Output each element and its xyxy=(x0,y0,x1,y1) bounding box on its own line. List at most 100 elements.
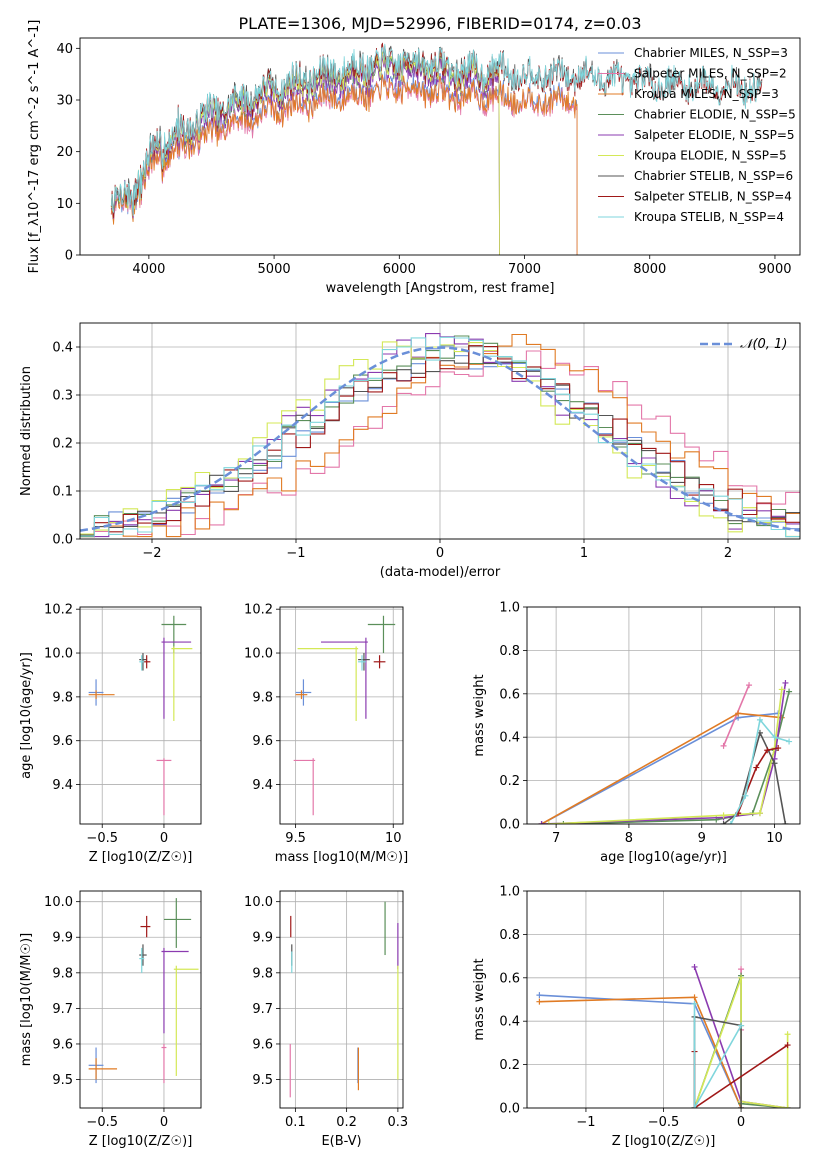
axes-frame xyxy=(526,606,801,825)
axes-frame xyxy=(279,606,404,825)
x-axis-label: Z [log10(Z/Z☉)] xyxy=(89,1134,193,1149)
errorbar-kroupa-stelib xyxy=(358,655,366,671)
mass-vs-ebv-panel: 0.1 0.2 0.3 9.5 9.6 9.7 9.8 9.9 10.0 E(B-V) xyxy=(244,890,409,1149)
y-tick-label: 0.6 xyxy=(499,971,520,986)
histogram-salpeter-miles xyxy=(80,350,800,538)
x-axis-label: E(B-V) xyxy=(321,1134,361,1149)
y-tick-label: 10.2 xyxy=(244,603,273,618)
errorbar-salpeter-elodie xyxy=(161,637,192,719)
y-tick-label: 0.8 xyxy=(499,644,520,659)
errorbar-kroupa-miles xyxy=(88,1058,118,1080)
y-tick-label: 10.2 xyxy=(44,603,73,618)
legend-entry: Salpeter ELODIE, N_SSP=5 xyxy=(634,128,795,142)
weight-line-salpeter-miles xyxy=(722,684,750,747)
x-axis-label: (data-model)/error xyxy=(380,565,501,580)
weight-marker xyxy=(727,821,734,824)
legend-entry: Kroupa MILES, N_SSP=3 xyxy=(634,87,779,101)
errorbars xyxy=(293,615,396,816)
errorbars xyxy=(289,901,399,1098)
histograms xyxy=(80,333,800,538)
errorbars xyxy=(88,898,199,1084)
weight-marker xyxy=(784,1031,791,1038)
x-tick-label: 5000 xyxy=(258,262,291,277)
weight-lines xyxy=(536,963,791,1108)
y-tick-label: 9.8 xyxy=(252,690,273,705)
y-tick-label: 0.0 xyxy=(52,533,73,548)
errorbar-kroupa-miles xyxy=(295,690,308,700)
weight-line-chabrier-miles xyxy=(541,712,779,824)
weight-marker xyxy=(746,682,753,689)
weight-marker xyxy=(691,963,698,970)
weight-marker xyxy=(778,686,785,693)
errorbar-kroupa-stelib xyxy=(139,655,145,671)
weight-marker xyxy=(786,738,793,745)
axes-frame xyxy=(79,606,202,825)
x-tick-label: −0.5 xyxy=(86,831,118,846)
x-tick-label: 10 xyxy=(766,831,783,846)
y-tick-label: 30 xyxy=(56,94,73,109)
y-tick-label: 0.8 xyxy=(499,928,520,943)
weight-marker xyxy=(536,992,543,999)
y-tick-label: 9.9 xyxy=(52,931,73,946)
x-axis-label: mass [log10(M/M☉)] xyxy=(275,850,408,865)
y-tick-label: 0.6 xyxy=(499,687,520,702)
errorbar-salpeter-stelib xyxy=(140,915,151,938)
legend-entry: Salpeter STELIB, N_SSP=4 xyxy=(634,190,792,204)
x-tick-label: −2 xyxy=(142,546,161,561)
weight-marker xyxy=(691,1105,698,1108)
y-tick-label: 9.5 xyxy=(52,1073,73,1088)
errorbar-chabrier-miles xyxy=(295,679,312,706)
legend-entry: Chabrier STELIB, N_SSP=6 xyxy=(634,169,793,183)
y-tick-label: 10 xyxy=(56,197,73,212)
weight-marker xyxy=(560,821,567,824)
axes-frame xyxy=(526,890,801,1109)
y-tick-label: 9.7 xyxy=(252,1002,273,1017)
x-axis-label: Z [log10(Z/Z☉)] xyxy=(612,1134,716,1149)
y-tick-label: 1.0 xyxy=(499,885,520,900)
y-tick-label: 9.4 xyxy=(252,778,273,793)
y-tick-label: 0.0 xyxy=(499,818,520,833)
x-tick-label: 9 xyxy=(698,831,706,846)
weight-marker xyxy=(775,745,782,752)
weight-marker xyxy=(536,998,543,1005)
y-tick-label: 0.4 xyxy=(499,731,520,746)
x-tick-label: 10 xyxy=(385,831,402,846)
spectrum-lines xyxy=(110,42,763,255)
x-tick-label: 1 xyxy=(580,546,588,561)
x-tick-label: 7 xyxy=(552,831,560,846)
x-tick-label: 0.3 xyxy=(388,1115,409,1130)
y-tick-label: 0.4 xyxy=(52,341,73,356)
weight-marker xyxy=(735,710,742,717)
legend-entry: Kroupa ELODIE, N_SSP=5 xyxy=(634,149,787,163)
y-tick-label: 0.2 xyxy=(499,1058,520,1073)
x-tick-label: 6000 xyxy=(383,262,416,277)
mass-vs-metallicity-panel: −0.5 0 9.5 9.6 9.7 9.8 9.9 10.0 Z [log10(Z/Z☉)] m… xyxy=(19,890,202,1149)
errorbars xyxy=(88,615,193,816)
y-tick-label: 1.0 xyxy=(499,601,520,616)
y-tick-label: 9.5 xyxy=(252,1073,273,1088)
weight-marker xyxy=(691,1000,698,1007)
histogram-salpeter-stelib xyxy=(80,345,800,537)
weight-vs-age-panel: 7 8 9 10 0.0 0.2 0.4 0.6 0.8 1.0 age [log10(age/yr… xyxy=(472,601,801,865)
x-tick-label: −0.5 xyxy=(648,1115,680,1130)
age-vs-metallicity-panel: −0.5 0 9.4 9.6 9.8 10.0 10.2 Z [log10(Z/Z☉)] age… xyxy=(19,603,202,865)
weight-marker xyxy=(738,1022,745,1029)
x-tick-label: 0 xyxy=(160,1115,168,1130)
weight-marker xyxy=(786,688,793,695)
legend-entry: Kroupa STELIB, N_SSP=4 xyxy=(634,210,784,224)
errorbar-salpeter-miles xyxy=(161,1043,167,1084)
y-tick-label: 10.0 xyxy=(44,895,73,910)
weight-marker xyxy=(784,1105,791,1108)
axes-frame xyxy=(79,322,801,540)
y-tick-label: 9.8 xyxy=(52,690,73,705)
x-tick-label: 2 xyxy=(724,546,732,561)
y-tick-label: 10.0 xyxy=(44,647,73,662)
errorbar-kroupa-miles xyxy=(88,690,115,700)
errorbar-kroupa-stelib xyxy=(139,947,145,973)
y-axis-label: mass weight xyxy=(472,674,487,756)
y-tick-label: 10.0 xyxy=(244,895,273,910)
x-axis-label: Z [log10(Z/Z☉)] xyxy=(89,850,193,865)
weight-marker xyxy=(738,966,745,973)
y-tick-label: 9.8 xyxy=(52,966,73,981)
y-tick-label: 9.8 xyxy=(252,966,273,981)
